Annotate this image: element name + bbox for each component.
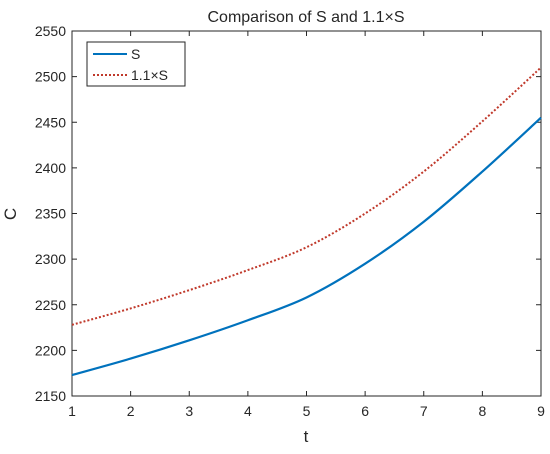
y-tick-label: 2500 bbox=[35, 69, 66, 85]
plot-area: 2150 2200 2250 2300 2350 2400 2450 2500 2550 1 2 3… bbox=[35, 23, 545, 419]
y-tick-label: 2350 bbox=[35, 206, 66, 222]
x-tick-label: 8 bbox=[478, 403, 486, 419]
x-axis-label: t bbox=[304, 427, 309, 446]
x-tick-label: 6 bbox=[361, 403, 369, 419]
y-tick-label: 2250 bbox=[35, 297, 66, 313]
y-axis-label: C bbox=[1, 208, 20, 220]
y-tick-label: 2400 bbox=[35, 160, 66, 176]
y-tick-label: 2550 bbox=[35, 23, 66, 39]
chart-legend: S 1.1×S bbox=[86, 41, 186, 87]
y-axis-ticks: 2150 2200 2250 2300 2350 2400 2450 2500 2550 bbox=[35, 23, 541, 404]
legend-box bbox=[86, 41, 186, 87]
legend-label-s: S bbox=[131, 46, 140, 62]
y-tick-label: 2150 bbox=[35, 388, 66, 404]
x-axis-ticks: 1 2 3 4 5 6 7 8 9 bbox=[68, 31, 545, 419]
x-tick-label: 5 bbox=[303, 403, 311, 419]
chart-title: Comparison of S and 1.1×S bbox=[207, 9, 404, 26]
x-tick-label: 1 bbox=[68, 403, 76, 419]
series-layer bbox=[71, 66, 542, 377]
axes-box bbox=[71, 30, 542, 397]
x-tick-label: 7 bbox=[420, 403, 428, 419]
y-tick-label: 2450 bbox=[35, 114, 66, 130]
x-tick-label: 3 bbox=[185, 403, 193, 419]
legend-label-1-1xs: 1.1×S bbox=[131, 67, 168, 83]
x-tick-label: 4 bbox=[244, 403, 252, 419]
y-tick-label: 2300 bbox=[35, 251, 66, 267]
x-tick-label: 9 bbox=[537, 403, 545, 419]
x-tick-label: 2 bbox=[127, 403, 135, 419]
y-tick-label: 2200 bbox=[35, 342, 66, 358]
series-line-s bbox=[71, 116, 542, 377]
